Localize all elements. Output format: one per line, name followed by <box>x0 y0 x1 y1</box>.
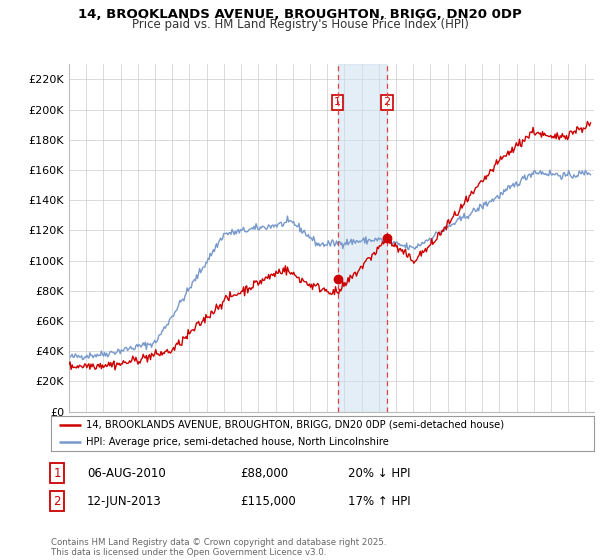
Text: 2: 2 <box>383 97 390 107</box>
Text: 14, BROOKLANDS AVENUE, BROUGHTON, BRIGG, DN20 0DP: 14, BROOKLANDS AVENUE, BROUGHTON, BRIGG,… <box>78 8 522 21</box>
Text: 06-AUG-2010: 06-AUG-2010 <box>87 466 166 480</box>
Text: HPI: Average price, semi-detached house, North Lincolnshire: HPI: Average price, semi-detached house,… <box>86 437 389 447</box>
Text: 20% ↓ HPI: 20% ↓ HPI <box>348 466 410 480</box>
Text: Price paid vs. HM Land Registry's House Price Index (HPI): Price paid vs. HM Land Registry's House … <box>131 18 469 31</box>
Text: 2: 2 <box>53 494 61 508</box>
Text: Contains HM Land Registry data © Crown copyright and database right 2025.
This d: Contains HM Land Registry data © Crown c… <box>51 538 386 557</box>
Text: 12-JUN-2013: 12-JUN-2013 <box>87 494 162 508</box>
Text: £88,000: £88,000 <box>240 466 288 480</box>
Text: £115,000: £115,000 <box>240 494 296 508</box>
Text: 1: 1 <box>334 97 341 107</box>
Text: 17% ↑ HPI: 17% ↑ HPI <box>348 494 410 508</box>
Text: 14, BROOKLANDS AVENUE, BROUGHTON, BRIGG, DN20 0DP (semi-detached house): 14, BROOKLANDS AVENUE, BROUGHTON, BRIGG,… <box>86 420 505 430</box>
Text: 1: 1 <box>53 466 61 480</box>
Bar <box>338 64 386 412</box>
